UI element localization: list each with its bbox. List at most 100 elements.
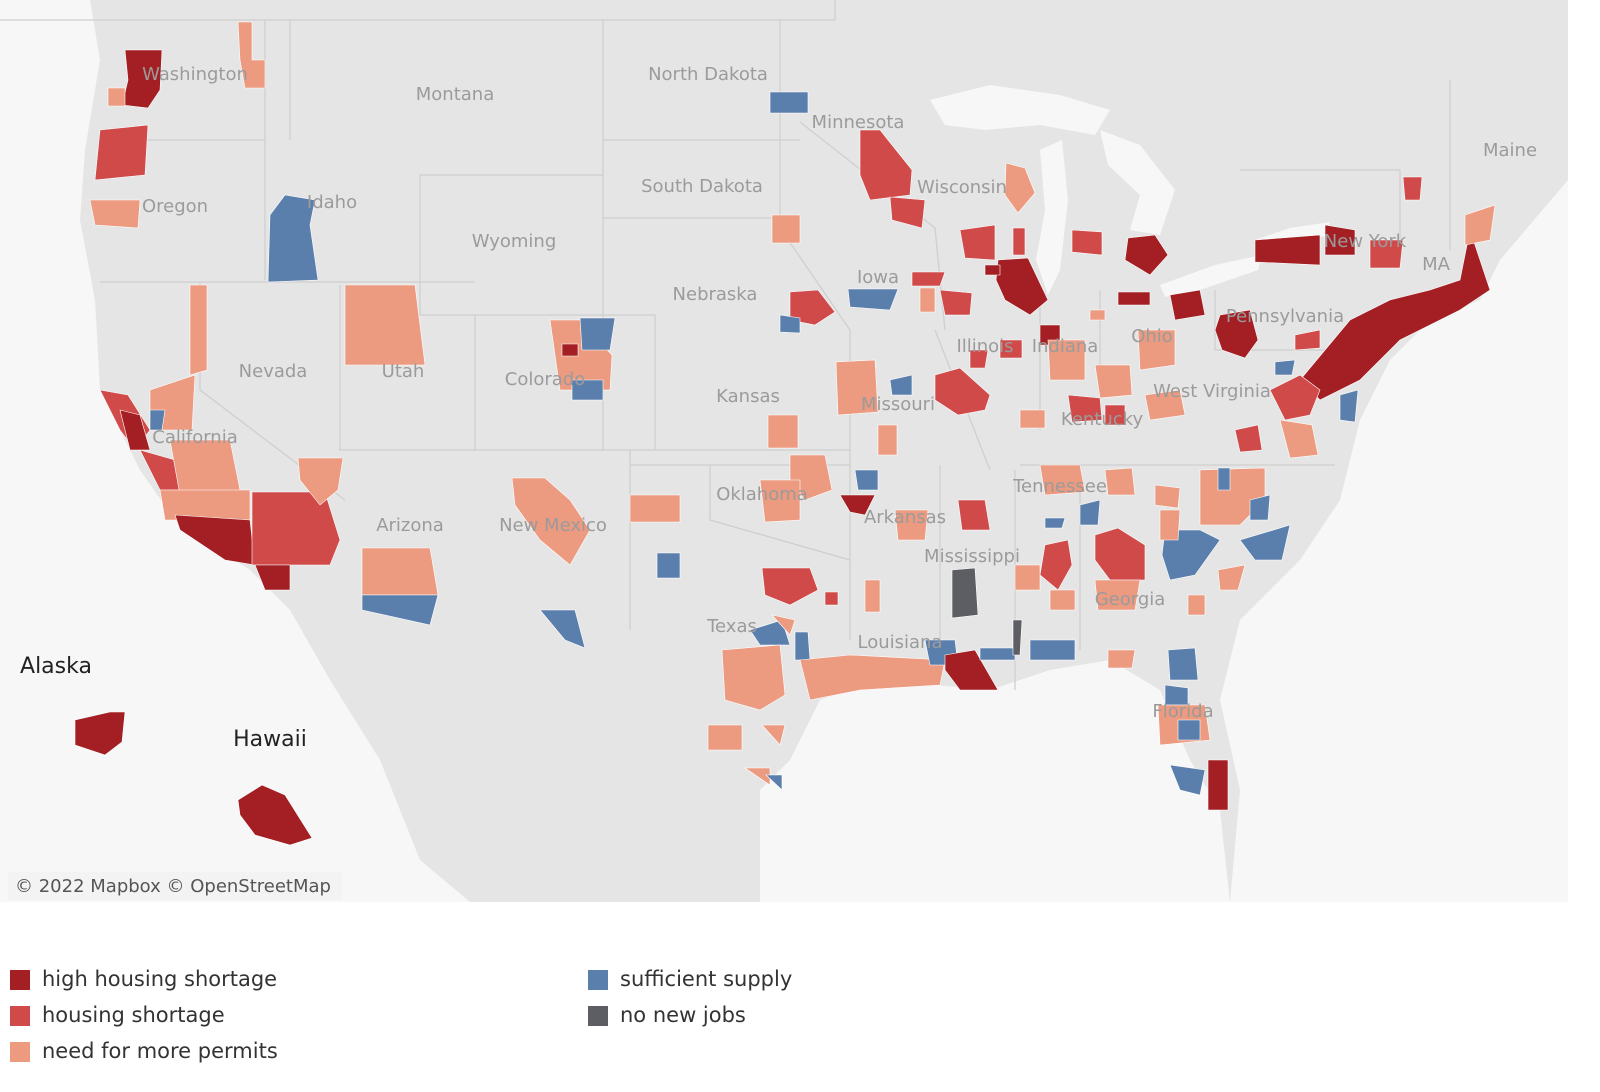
metro-area (984, 264, 1001, 276)
metro-area (254, 564, 291, 591)
inset-label: Hawaii (233, 727, 307, 752)
metro-area (1104, 467, 1136, 496)
metro-area (1214, 309, 1259, 359)
metro-area (1094, 579, 1141, 611)
inset-label: Alaska (20, 654, 92, 679)
metro-area (539, 609, 586, 649)
state-label: Oregon (142, 196, 208, 217)
metro-area (1234, 424, 1263, 453)
metro-area (1217, 467, 1231, 491)
metro-area (1044, 517, 1066, 529)
metro-area (761, 567, 819, 606)
state-label: Illinois (956, 336, 1013, 357)
metro-area (189, 284, 208, 376)
state-labels: Washington Montana North Dakota Minnesota Wi… (142, 64, 1537, 722)
state-label: Tennessee (1012, 476, 1107, 497)
state-label: Mississippi (924, 546, 1020, 567)
metro-area (799, 654, 946, 701)
metro-area (1014, 564, 1041, 591)
state-label: Kansas (716, 386, 780, 407)
metro-area (1167, 647, 1199, 681)
metro-area (779, 314, 801, 334)
metro-area (864, 579, 881, 613)
atlantic (1220, 180, 1568, 902)
metro-area (169, 439, 241, 496)
metro-area (1177, 719, 1201, 741)
legend-label: housing shortage (42, 1003, 225, 1027)
metro-area (789, 289, 836, 326)
metro-area (1089, 309, 1106, 321)
metro-area (121, 49, 163, 109)
metro-area (889, 374, 913, 396)
pacific (0, 0, 470, 902)
metro-area (149, 409, 166, 431)
metro-area (957, 499, 991, 531)
state-label: Utah (382, 361, 425, 382)
metro-area (919, 287, 936, 313)
metro-area (835, 359, 879, 416)
metro-area (1047, 339, 1086, 381)
legend-label: need for more permits (42, 1039, 278, 1063)
metro-area (1239, 524, 1291, 561)
legend-label: sufficient supply (620, 967, 792, 991)
metro-area (1161, 529, 1221, 581)
state-label: Nebraska (673, 284, 758, 305)
metro-area (944, 649, 999, 691)
metro-area (1137, 329, 1176, 371)
metro-area (854, 469, 879, 491)
metro-area (959, 224, 996, 261)
metro-area (1107, 649, 1136, 669)
legend-swatch (10, 970, 30, 990)
metro-area (1144, 389, 1186, 421)
state-label: North Dakota (648, 64, 768, 85)
metro-area (1269, 374, 1321, 421)
lake (1160, 255, 1262, 297)
metro-area (979, 647, 1016, 661)
state-label: Missouri (861, 394, 935, 415)
legend-label: high housing shortage (42, 967, 277, 991)
metro-area (656, 552, 681, 579)
state-label: Kentucky (1061, 409, 1144, 430)
state-label: Texas (706, 616, 757, 637)
metro-areas (74, 21, 1496, 846)
metro-area (174, 514, 256, 566)
metro-area (1274, 359, 1296, 376)
metro-area (159, 489, 251, 521)
attribution: © 2022 Mapbox © OpenStreetMap (15, 876, 331, 897)
legend-swatch (10, 1006, 30, 1026)
metro-area (119, 409, 151, 451)
metro-area (1071, 229, 1103, 256)
legend-swatch (588, 970, 608, 990)
metro-area (1339, 389, 1359, 423)
metro-area (571, 379, 604, 401)
state-label: Indiana (1032, 336, 1099, 357)
metro-area (995, 257, 1049, 316)
state-label: Nevada (239, 361, 308, 382)
metro-area (237, 21, 266, 89)
metro-area (1154, 484, 1181, 509)
state-borders (0, 0, 1451, 690)
metro-area (1039, 539, 1073, 591)
state-label: California (152, 427, 237, 448)
metro-area (969, 349, 989, 369)
state-label: New York (1324, 231, 1407, 252)
metro-area (297, 457, 344, 506)
state-label: Georgia (1095, 589, 1166, 610)
metro-area (1254, 234, 1321, 266)
attribution-bg (8, 872, 342, 900)
lake (930, 85, 1110, 135)
metro-area (561, 343, 579, 357)
state-label: Wyoming (472, 231, 557, 252)
state-label: Oklahoma (716, 484, 808, 505)
metro-area (794, 631, 811, 661)
map: Washington Montana North Dakota Minnesota Wi… (0, 0, 1568, 902)
metro-area (344, 284, 426, 366)
metro-area (1169, 764, 1206, 796)
state-label: Florida (1152, 701, 1213, 722)
state-label: Maine (1483, 140, 1537, 161)
state-label: Idaho (307, 192, 357, 213)
state-label: Wisconsin (917, 177, 1007, 198)
state-label: MA (1422, 254, 1451, 275)
metro-area (94, 124, 149, 181)
